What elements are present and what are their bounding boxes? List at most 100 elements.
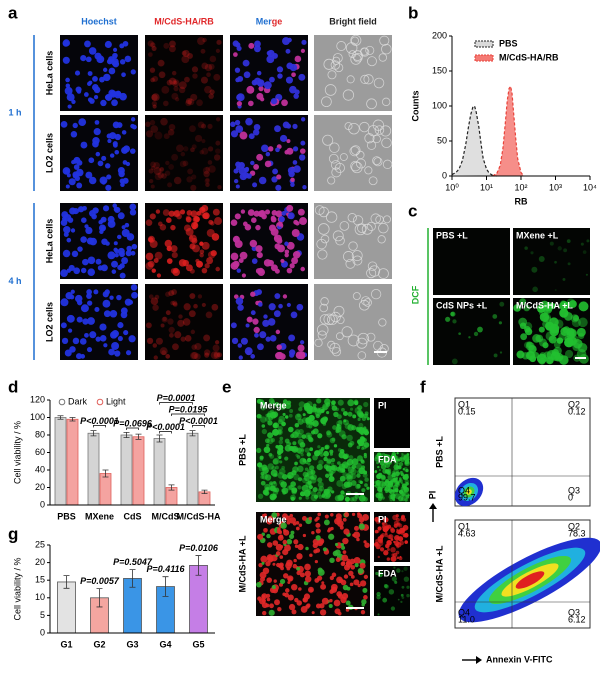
cell [154, 294, 160, 300]
cell [161, 85, 170, 94]
cell [307, 488, 311, 493]
cell [106, 174, 112, 180]
cell [298, 351, 306, 358]
cell [112, 52, 118, 59]
cell [86, 293, 92, 299]
cell [65, 184, 70, 189]
cell [357, 405, 363, 411]
micrograph [314, 203, 392, 279]
cell [350, 575, 355, 579]
cell [172, 343, 179, 351]
image-background [433, 298, 510, 365]
line [451, 104, 497, 177]
cell [351, 425, 357, 431]
cell [315, 528, 321, 534]
cell [85, 226, 93, 235]
quadrant-name: Q2 [568, 521, 580, 531]
cell [296, 303, 304, 311]
cell [335, 513, 342, 520]
cell [117, 247, 125, 255]
cell [255, 245, 263, 253]
cell [383, 584, 388, 588]
cell [131, 243, 138, 250]
cell [290, 496, 295, 501]
cell [318, 459, 324, 466]
cell [307, 409, 313, 415]
cell [377, 613, 380, 616]
cell [201, 241, 210, 250]
cell [173, 176, 182, 185]
cell [269, 335, 277, 342]
image-label: PI [378, 514, 387, 524]
cell [235, 165, 241, 171]
cell [204, 349, 211, 356]
cell [94, 306, 100, 312]
cell [304, 467, 309, 472]
cell [201, 204, 209, 212]
cell [273, 310, 281, 318]
cell [265, 336, 271, 342]
cell [274, 402, 280, 407]
cell [234, 213, 241, 220]
cell [324, 84, 337, 96]
cell [86, 347, 93, 353]
cell [282, 549, 289, 556]
cell [194, 134, 203, 143]
cell [532, 286, 538, 293]
cell [210, 250, 217, 257]
cell [252, 129, 260, 136]
cell [204, 178, 210, 184]
cell [292, 123, 298, 129]
cell [190, 184, 197, 191]
cell [396, 461, 399, 465]
cell [342, 471, 348, 477]
cell [357, 567, 364, 574]
legend-marker [58, 398, 66, 406]
cell [337, 399, 344, 406]
cell [288, 334, 296, 342]
cell [445, 316, 451, 322]
cell [215, 266, 220, 272]
cell [194, 342, 202, 351]
cell [293, 473, 300, 481]
cell [312, 454, 318, 461]
cell [307, 586, 314, 593]
cell [150, 161, 157, 168]
cell [370, 213, 381, 224]
cell [396, 528, 399, 531]
cell [65, 77, 70, 83]
cell [329, 449, 334, 454]
density [515, 571, 545, 589]
cell [300, 266, 305, 272]
cell [270, 216, 277, 223]
cell [349, 146, 360, 157]
cell [276, 66, 284, 73]
cell [341, 545, 346, 550]
cell [214, 217, 222, 225]
cell [253, 326, 260, 334]
cell [308, 405, 313, 410]
cell [278, 415, 286, 423]
cell [302, 533, 307, 538]
cell [385, 469, 390, 474]
cell [397, 465, 402, 470]
cell [62, 56, 70, 64]
error-bar [129, 569, 136, 588]
cell [399, 555, 402, 558]
cell [207, 123, 213, 129]
row-label: PBS +L [434, 436, 444, 468]
cell [277, 472, 285, 479]
cell [273, 422, 280, 429]
cell [182, 318, 191, 326]
cell [363, 426, 367, 430]
cell [209, 89, 215, 95]
cell [199, 149, 205, 155]
cell [118, 170, 125, 178]
cell [341, 326, 353, 338]
cell [294, 422, 300, 428]
cell [97, 160, 104, 167]
cell [334, 542, 339, 547]
cell [458, 332, 461, 335]
cell [201, 62, 209, 70]
cell [119, 92, 127, 101]
